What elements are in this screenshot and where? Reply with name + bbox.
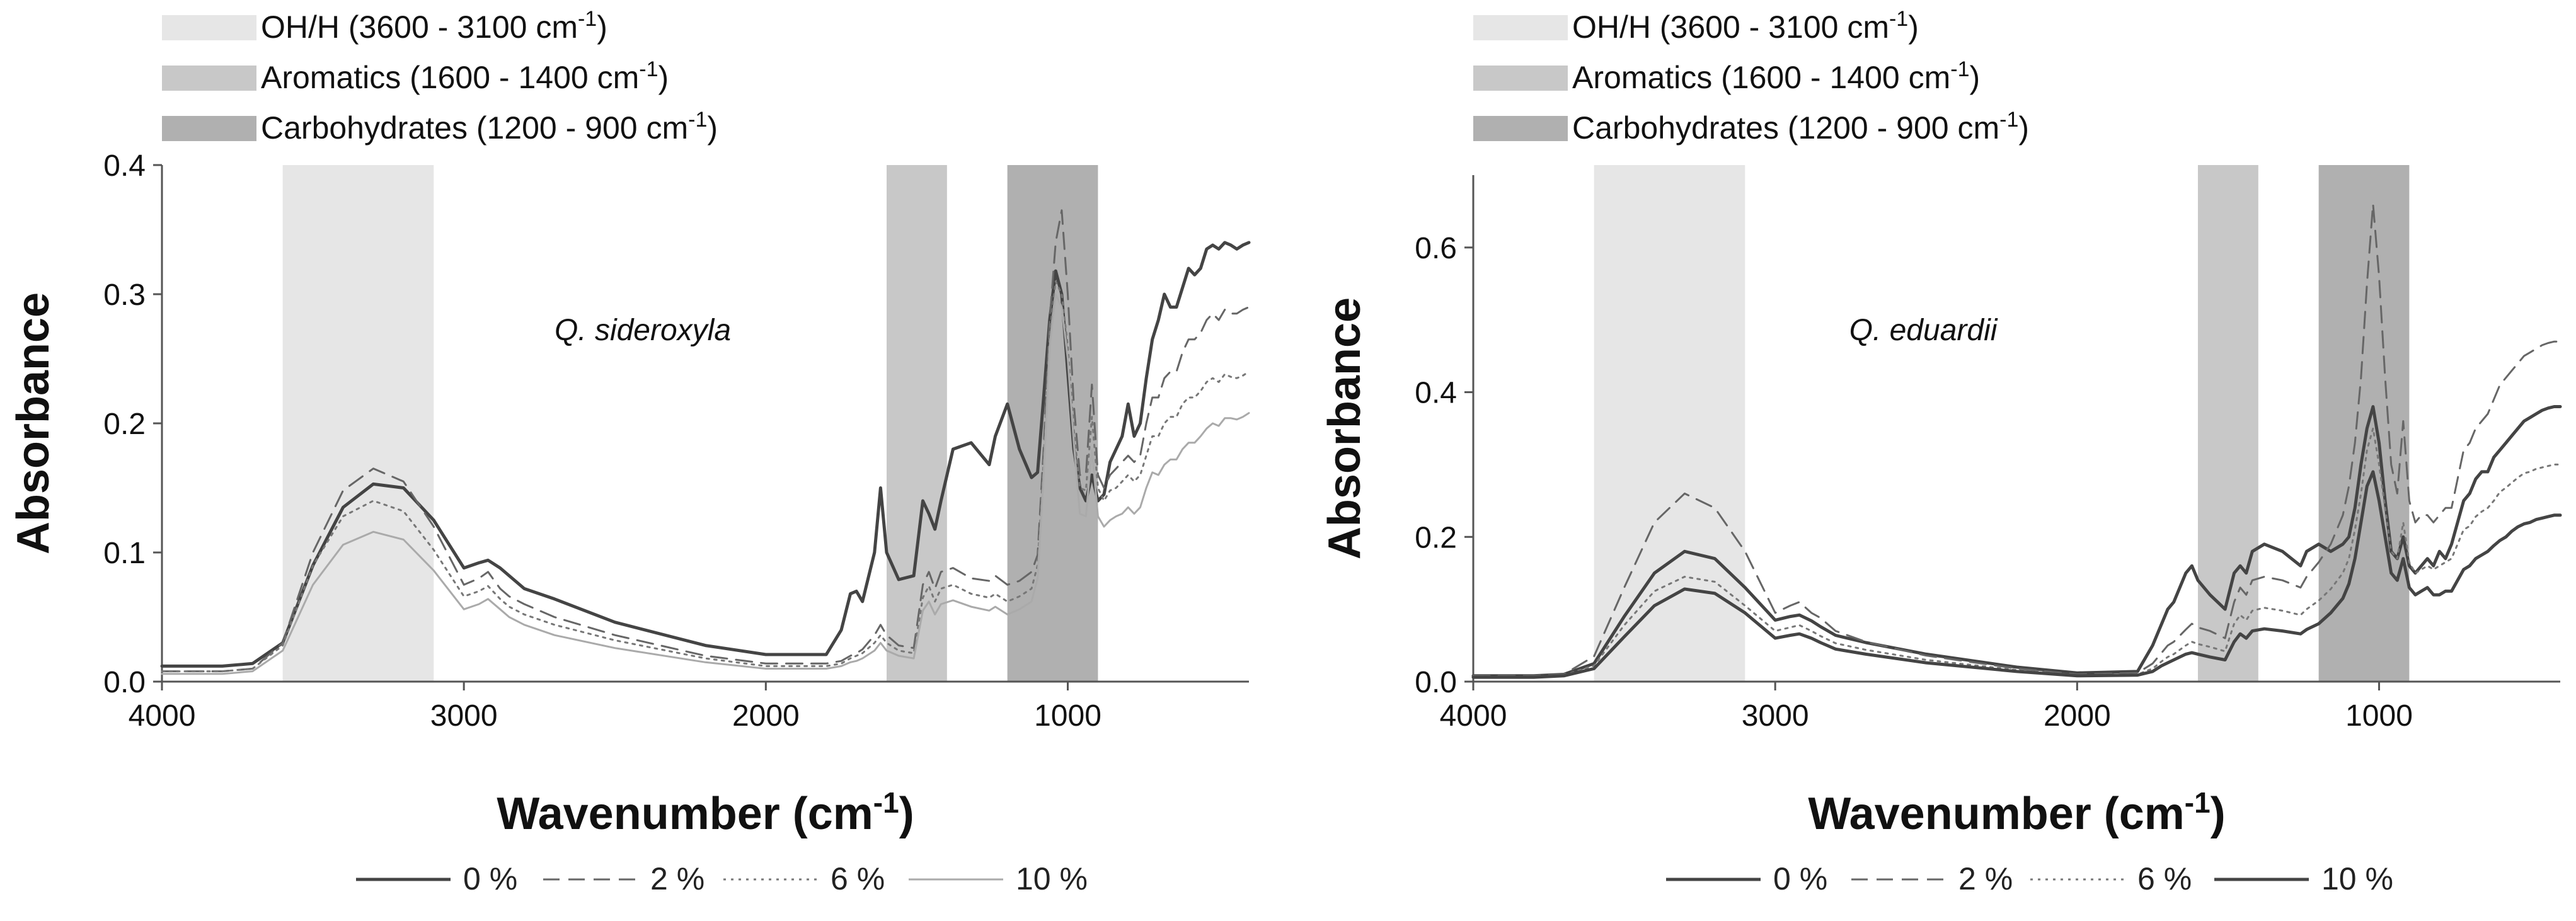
region-key-label-carbohydrates: Carbohydrates (1200 - 900 cm-1) [261, 108, 718, 146]
region-key-swatch-aromatics [162, 66, 256, 91]
x-tick-label: 3000 [1742, 699, 1809, 733]
legend-label-10-percent: 10 % [1016, 861, 1088, 896]
region-key-label-oh: OH/H (3600 - 3100 cm-1) [1572, 7, 1919, 45]
region-key-label-aromatics: Aromatics (1600 - 1400 cm-1) [261, 57, 669, 95]
y-tick-label: 0.3 [103, 278, 146, 312]
y-axis-title: Absorbance [1320, 297, 1370, 559]
region-key-swatch-aromatics [1473, 66, 1568, 91]
species-annotation: Q. eduardii [1849, 314, 1998, 347]
x-tick-label: 4000 [1440, 699, 1507, 733]
region-key-swatch-carbohydrates [162, 116, 256, 141]
y-tick-label: 0.4 [1415, 377, 1457, 410]
series-line-2-percent [1472, 203, 2562, 677]
y-tick-label: 0.2 [103, 408, 146, 441]
legend-label-6-percent: 6 % [831, 861, 885, 896]
series-line-2-percent [161, 209, 1250, 673]
region-band-carbohydrates [1007, 165, 1098, 682]
x-axis-title: Wavenumber (cm-1) [497, 786, 914, 839]
legend-label-10-percent: 10 % [2321, 861, 2393, 896]
legend-label-0-percent: 0 % [463, 861, 517, 896]
region-band-oh [282, 165, 434, 682]
region-key-swatch-carbohydrates [1473, 116, 1568, 141]
chart-panel-2: OH/H (3600 - 3100 cm-1) Aromatics (1600 -… [1320, 7, 2562, 896]
legend-label-2-percent: 2 % [1958, 861, 2013, 896]
series-line-6-percent [1472, 427, 2562, 678]
x-tick-label: 4000 [129, 699, 196, 733]
region-band-carbohydrates [2318, 165, 2410, 682]
series-line-0-percent [160, 241, 1251, 668]
series-line-0-percent [1471, 405, 2562, 678]
region-key-label-oh: OH/H (3600 - 3100 cm-1) [261, 7, 607, 45]
legend-label-0-percent: 0 % [1773, 861, 1827, 896]
x-tick-label: 2000 [732, 699, 800, 733]
legend-label-2-percent: 2 % [650, 861, 704, 896]
x-tick-label: 2000 [2044, 699, 2111, 733]
x-axis-title: Wavenumber (cm-1) [1808, 786, 2225, 839]
series-line-10-percent [161, 293, 1250, 675]
y-tick-label: 0.0 [103, 666, 146, 699]
region-key-swatch-oh [1473, 15, 1568, 40]
species-annotation: Q. sideroxyla [555, 314, 731, 347]
series-line-6-percent [161, 280, 1250, 673]
region-key-label-aromatics: Aromatics (1600 - 1400 cm-1) [1572, 57, 1980, 95]
y-axis-title: Absorbance [8, 292, 59, 554]
series-line-10-percent [1471, 470, 2562, 679]
x-tick-label: 3000 [430, 699, 498, 733]
region-key-swatch-oh [162, 15, 256, 40]
region-band-aromatics [2198, 165, 2258, 682]
x-tick-label: 1000 [2345, 699, 2413, 733]
y-tick-label: 0.4 [103, 149, 146, 183]
x-tick-label: 1000 [1034, 699, 1101, 733]
y-tick-label: 0.2 [1415, 521, 1457, 554]
y-tick-label: 0.1 [103, 537, 146, 570]
legend-label-6-percent: 6 % [2137, 861, 2192, 896]
chart-panel-1: OH/H (3600 - 3100 cm-1) Aromatics (1600 -… [8, 7, 1251, 896]
y-tick-label: 0.0 [1415, 666, 1457, 699]
region-key-label-carbohydrates: Carbohydrates (1200 - 900 cm-1) [1572, 108, 2029, 146]
region-band-aromatics [887, 165, 947, 682]
y-tick-label: 0.6 [1415, 232, 1457, 265]
